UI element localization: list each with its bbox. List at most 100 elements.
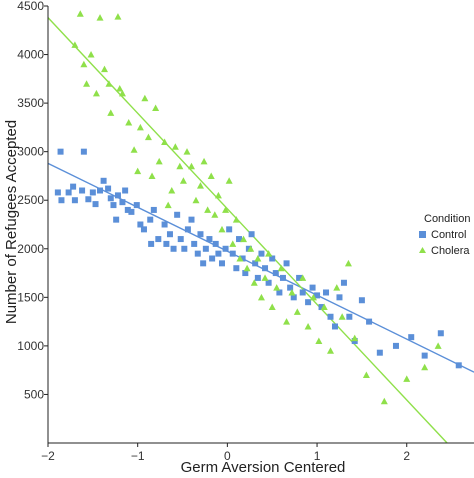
point-cholera bbox=[333, 284, 341, 291]
point-control bbox=[197, 231, 204, 238]
point-control bbox=[89, 189, 96, 196]
point-cholera bbox=[211, 211, 219, 218]
point-cholera bbox=[101, 65, 109, 73]
point-cholera bbox=[232, 216, 240, 223]
point-control bbox=[177, 236, 184, 243]
point-control bbox=[258, 250, 265, 257]
point-cholera bbox=[380, 397, 388, 405]
point-cholera bbox=[277, 264, 285, 272]
point-control bbox=[252, 260, 259, 267]
point-cholera bbox=[116, 85, 124, 92]
point-cholera bbox=[83, 80, 91, 87]
point-cholera bbox=[76, 10, 84, 17]
point-cholera bbox=[114, 13, 122, 20]
x-tick-label: −1 bbox=[131, 449, 145, 463]
point-cholera bbox=[144, 133, 152, 141]
y-axis-title: Number of Refugees Accepted bbox=[3, 120, 20, 324]
point-cholera bbox=[309, 293, 317, 301]
legend: Condition Control Cholera bbox=[419, 213, 470, 257]
point-cholera bbox=[225, 177, 233, 184]
y-tick-label: 1500 bbox=[17, 290, 44, 304]
data-points bbox=[54, 10, 462, 405]
point-control bbox=[236, 236, 243, 243]
point-control bbox=[296, 274, 303, 281]
point-cholera bbox=[218, 225, 226, 233]
point-control bbox=[276, 289, 283, 296]
point-control bbox=[191, 240, 198, 247]
point-control bbox=[242, 270, 249, 277]
point-cholera bbox=[344, 259, 352, 267]
y-tick-label: 2500 bbox=[17, 193, 44, 207]
point-cholera bbox=[222, 206, 230, 213]
point-control bbox=[170, 245, 177, 252]
point-control bbox=[161, 221, 168, 228]
point-cholera bbox=[87, 51, 95, 58]
point-control bbox=[150, 206, 157, 213]
point-cholera bbox=[327, 347, 335, 354]
point-control bbox=[265, 279, 272, 286]
point-control bbox=[283, 260, 290, 267]
point-control bbox=[58, 197, 65, 204]
point-control bbox=[254, 274, 261, 281]
fit-line-cholera bbox=[47, 17, 448, 444]
x-tick-label: −2 bbox=[41, 449, 55, 463]
point-control bbox=[79, 187, 86, 194]
point-control bbox=[269, 255, 276, 262]
point-cholera bbox=[240, 235, 248, 243]
point-control bbox=[137, 221, 144, 228]
point-cholera bbox=[71, 41, 79, 48]
point-control bbox=[54, 189, 61, 196]
point-control bbox=[327, 313, 334, 320]
x-tick-label: 0 bbox=[224, 449, 231, 463]
point-control bbox=[262, 265, 269, 272]
point-cholera bbox=[243, 264, 251, 272]
legend-title: Condition bbox=[424, 213, 470, 225]
point-control bbox=[128, 208, 135, 215]
point-control bbox=[437, 330, 444, 337]
point-control bbox=[323, 289, 330, 296]
x-tick-label: 1 bbox=[314, 449, 321, 463]
point-cholera bbox=[273, 284, 281, 291]
point-control bbox=[318, 304, 325, 311]
point-cholera bbox=[254, 254, 262, 262]
point-control bbox=[408, 334, 415, 341]
point-cholera bbox=[171, 143, 179, 150]
point-control bbox=[272, 270, 279, 277]
point-control bbox=[194, 250, 201, 257]
point-control bbox=[122, 187, 129, 194]
point-cholera bbox=[130, 146, 138, 153]
point-cholera bbox=[107, 109, 115, 116]
point-control bbox=[174, 211, 181, 218]
point-control bbox=[133, 202, 140, 209]
point-control bbox=[212, 240, 219, 247]
point-cholera bbox=[196, 182, 204, 189]
point-control bbox=[124, 206, 131, 213]
point-cholera bbox=[299, 274, 307, 281]
point-cholera bbox=[434, 342, 442, 349]
point-control bbox=[71, 197, 78, 204]
point-cholera bbox=[257, 293, 265, 301]
point-control bbox=[209, 255, 216, 262]
point-cholera bbox=[421, 363, 429, 371]
point-control bbox=[105, 185, 112, 192]
point-cholera bbox=[351, 334, 359, 342]
point-control bbox=[113, 216, 120, 223]
point-cholera bbox=[179, 177, 187, 184]
legend-cholera-swatch bbox=[419, 247, 426, 253]
point-control bbox=[222, 245, 229, 252]
point-cholera bbox=[168, 187, 176, 194]
point-cholera bbox=[247, 245, 255, 252]
point-cholera bbox=[192, 196, 200, 204]
point-control bbox=[299, 289, 306, 296]
point-control bbox=[340, 279, 347, 286]
x-axis-title: Germ Aversion Centered bbox=[181, 459, 346, 476]
point-control bbox=[148, 240, 155, 247]
x-axis-ticks: −2 −1 0 1 2 bbox=[41, 443, 410, 463]
point-cholera bbox=[200, 157, 208, 165]
point-cholera bbox=[338, 313, 346, 320]
point-cholera bbox=[362, 371, 370, 379]
point-cholera bbox=[161, 138, 169, 145]
point-control bbox=[166, 231, 173, 238]
point-cholera bbox=[207, 172, 215, 179]
